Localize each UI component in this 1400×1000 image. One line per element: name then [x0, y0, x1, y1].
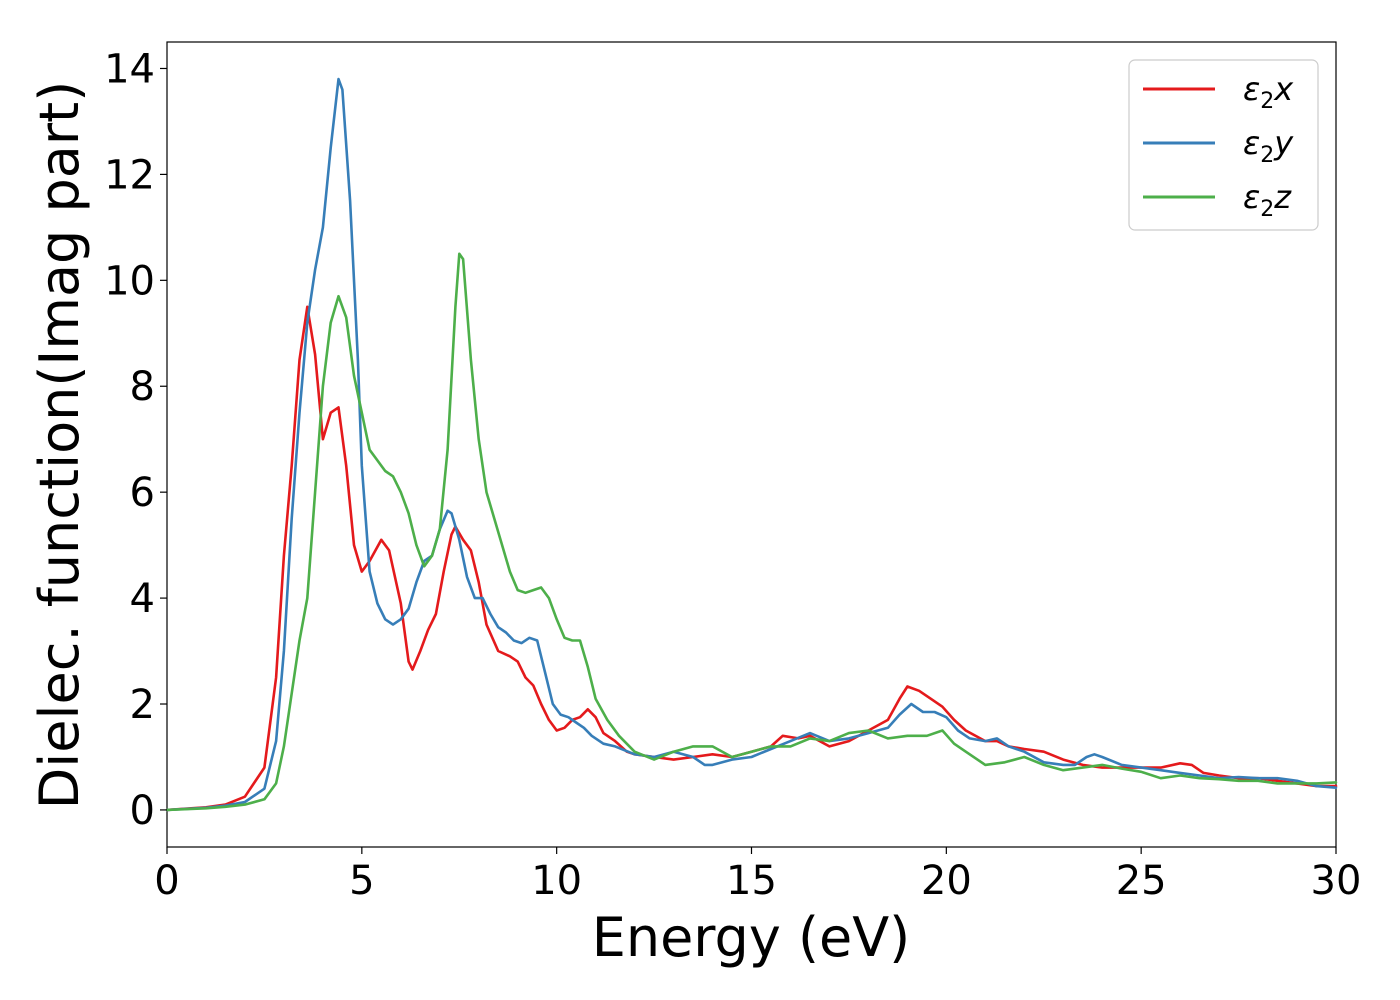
y-tick-label: 12	[104, 152, 155, 198]
legend-frame	[1128, 59, 1319, 231]
series-line-x	[165, 305, 1338, 812]
y-tick-label: 14	[104, 46, 155, 92]
y-axis-label: Dielec. function(Imag part)	[28, 81, 91, 810]
x-tick-label: 30	[1311, 858, 1362, 904]
legend-label-x: ε2x	[1243, 70, 1294, 114]
x-axis-ticks: 0 5 10 15 20 25 30	[154, 847, 1361, 904]
x-tick-label: 25	[1116, 858, 1167, 904]
y-tick-label: 0	[130, 788, 155, 834]
legend-items: ε2x ε2y ε2z	[1143, 70, 1294, 222]
series-line-y	[165, 77, 1338, 812]
y-axis-ticks: 0 2 4 6 8 10 12 14	[104, 46, 167, 834]
x-tick-label: 20	[921, 858, 972, 904]
x-tick-label: 0	[154, 858, 179, 904]
legend-label-y: ε2y	[1243, 124, 1294, 168]
y-tick-label: 8	[130, 364, 155, 410]
legend-label-z: ε2z	[1243, 178, 1292, 222]
y-tick-label: 2	[130, 682, 155, 728]
legend: ε2x ε2y ε2z	[1128, 59, 1319, 231]
y-tick-label: 4	[130, 576, 155, 622]
y-tick-label: 6	[130, 470, 155, 516]
x-tick-label: 5	[349, 858, 374, 904]
series-layer	[165, 77, 1338, 812]
series-line-z	[165, 252, 1338, 812]
x-tick-label: 15	[726, 858, 777, 904]
x-axis-label: Energy (eV)	[592, 906, 911, 969]
x-tick-label: 10	[531, 858, 582, 904]
y-tick-label: 10	[104, 258, 155, 304]
